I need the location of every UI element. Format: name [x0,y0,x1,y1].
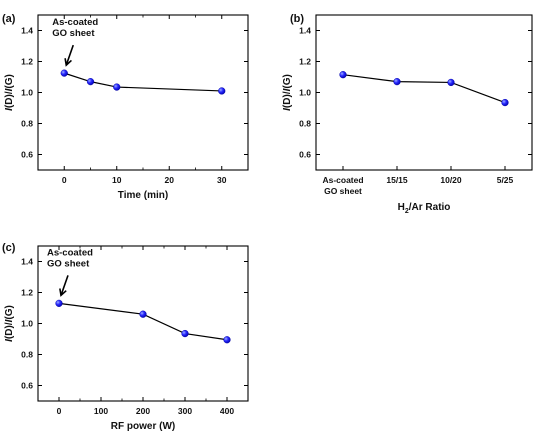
data-point [55,299,63,307]
y-tick-label: 1.4 [21,26,33,36]
y-tick-label: 1.2 [21,57,33,67]
annotation-text: GO sheet [52,28,95,39]
series-line [64,72,222,92]
plot-frame [315,14,533,171]
y-tick-label: 1.0 [21,88,33,98]
y-tick-label: 1.2 [21,288,33,298]
y-tick-label: 0.6 [21,150,33,160]
x-tick-label: As-coated [322,175,363,185]
x-tick-label: 5/25 [497,175,514,185]
data-point [139,310,147,318]
panel-label: (c) [2,242,16,254]
x-tick-label: 10 [112,175,122,185]
x-tick-label: 20 [165,175,175,185]
y-tick-label: 0.6 [299,150,311,160]
x-tick-label: 30 [217,175,227,185]
chart-panel-2: (c) 0.6 0.8 1.0 1.2 1.4 0 100 200 300 400 RF power … [2,242,249,432]
y-axis-label: I(D)/I(G) [282,74,293,111]
x-tick-label: 15/15 [386,175,408,185]
y-tick-label: 0.8 [21,119,33,129]
x-tick-label: 300 [178,406,192,416]
data-point [447,78,455,87]
annotation-arrowhead [64,58,72,67]
x-tick-label: 200 [136,406,150,416]
x-tick-label: 10/20 [440,175,462,185]
y-axis-label: I(D)/I(G) [4,305,15,342]
series-line [58,302,228,341]
data-point [181,329,189,338]
x-axis-label: Time (min) [118,190,168,201]
y-tick-label: 1.0 [299,88,311,98]
x-tick-label: GO sheet [324,186,362,196]
x-axis-label: H2/Ar Ratio [398,202,451,215]
data-point [393,78,401,86]
x-tick-label: 100 [94,406,108,416]
x-axis-label: RF power (W) [111,421,175,432]
annotation-arrow [65,44,75,66]
data-point [223,336,231,344]
chart-panel-0: (a) 0.6 0.8 1.0 1.2 1.4 0 10 20 30 Time (min) I(D)/… [2,13,249,201]
annotation-arrow [60,275,69,296]
series-line [342,74,506,104]
data-point [113,83,121,91]
data-point [60,69,68,77]
data-point [218,87,226,95]
y-tick-label: 1.4 [21,257,33,267]
x-tick-label: 0 [62,175,67,185]
x-tick-label: 0 [57,406,62,416]
x-tick-label: 400 [220,406,234,416]
y-tick-label: 1.4 [299,26,311,36]
y-tick-label: 1.0 [21,319,33,329]
y-tick-label: 0.6 [21,381,33,391]
data-point [339,71,347,79]
annotation-text: As-coated [52,17,98,28]
panel-label: (b) [290,13,304,25]
data-point [501,98,509,107]
y-tick-label: 0.8 [21,350,33,360]
y-axis-label: I(D)/I(G) [4,74,15,111]
annotation-text: GO sheet [47,258,90,269]
data-point [86,78,95,86]
panel-label: (a) [2,13,16,25]
annotation-text: As-coated [47,247,93,258]
annotation-arrowhead [59,288,67,297]
y-tick-label: 0.8 [299,119,311,129]
y-tick-label: 1.2 [299,57,311,67]
